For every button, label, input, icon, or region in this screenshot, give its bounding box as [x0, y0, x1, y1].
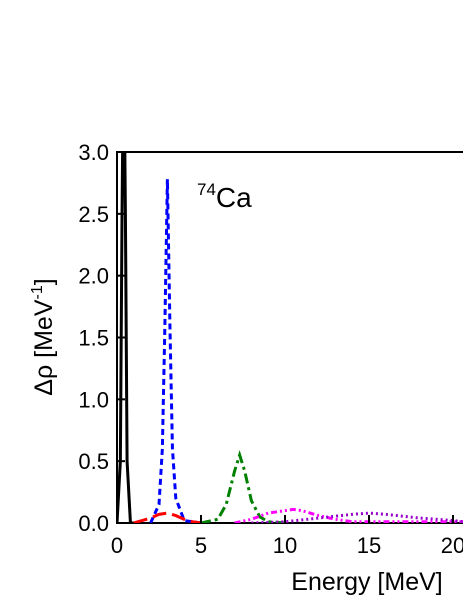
annotation-main: Ca: [216, 182, 252, 213]
y-label-end: ]: [30, 278, 58, 285]
x-axis-label: Energy [MeV]: [291, 568, 442, 596]
x-tick-label: 5: [195, 533, 207, 558]
curves: [117, 152, 463, 523]
x-tick-label: 10: [273, 533, 297, 558]
x-tick-label: 15: [357, 533, 381, 558]
series-line: [117, 152, 143, 523]
annotation-sup: 74: [197, 180, 216, 199]
y-axis-label: Δρ [MeV-1]: [29, 278, 58, 395]
y-label-sup: -1: [29, 285, 46, 299]
y-tick-label: 0.0: [78, 511, 109, 536]
series-line: [149, 179, 202, 523]
series-line: [251, 511, 463, 523]
y-tick-label: 0.5: [78, 449, 109, 474]
y-tick-label: 3.0: [78, 140, 109, 165]
x-tick-label: 0: [111, 533, 123, 558]
y-tick-label: 2.0: [78, 264, 109, 289]
series-line: [200, 449, 286, 523]
y-tick-label: 2.5: [78, 202, 109, 227]
series-line: [133, 511, 202, 523]
annotation: 74Ca: [197, 180, 252, 213]
y-tick-label: 1.5: [78, 326, 109, 351]
y-label-main: Δρ [MeV: [30, 299, 58, 396]
y-tick-label: 1.0: [78, 387, 109, 412]
x-tick-label: 20: [441, 533, 463, 558]
